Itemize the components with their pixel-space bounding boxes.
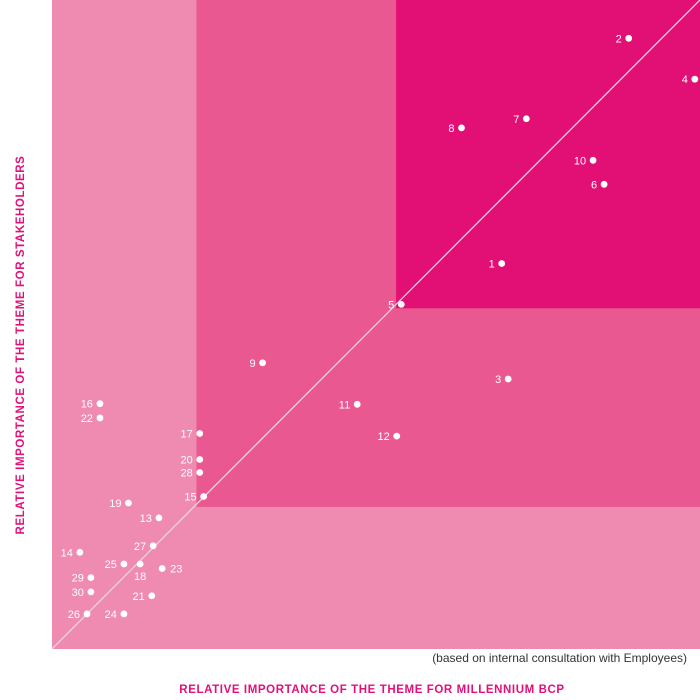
point-3 <box>504 375 512 383</box>
point-27 <box>149 542 157 550</box>
point-label-28: 28 <box>180 467 192 479</box>
point-label-20: 20 <box>180 454 192 466</box>
point-label-3: 3 <box>495 374 501 386</box>
x-axis-title: RELATIVE IMPORTANCE OF THE THEME FOR MIL… <box>179 684 564 696</box>
point-25 <box>120 560 128 568</box>
point-26 <box>83 610 91 618</box>
point-label-14: 14 <box>61 547 73 559</box>
point-label-10: 10 <box>574 155 586 167</box>
point-18 <box>136 560 144 568</box>
point-6 <box>600 180 608 188</box>
point-label-9: 9 <box>249 358 255 370</box>
point-22 <box>96 414 104 422</box>
point-14 <box>76 548 84 556</box>
point-label-23: 23 <box>170 564 182 576</box>
point-16 <box>96 400 104 408</box>
consultation-note: (based on internal consultation with Emp… <box>432 651 687 665</box>
point-7 <box>522 115 530 123</box>
point-label-4: 4 <box>682 74 688 86</box>
point-28 <box>196 469 204 476</box>
point-15 <box>200 493 208 500</box>
point-label-30: 30 <box>72 587 84 599</box>
point-17 <box>196 430 204 437</box>
point-label-7: 7 <box>513 114 519 126</box>
point-label-24: 24 <box>105 609 117 621</box>
point-8 <box>458 124 465 132</box>
point-label-22: 22 <box>81 413 93 425</box>
point-13 <box>155 514 163 522</box>
point-label-2: 2 <box>616 33 622 45</box>
point-30 <box>87 588 95 596</box>
point-9 <box>259 359 266 367</box>
point-label-27: 27 <box>134 541 146 553</box>
point-12 <box>393 432 401 440</box>
point-19 <box>125 499 132 507</box>
point-label-8: 8 <box>448 123 454 135</box>
point-label-25: 25 <box>105 559 117 571</box>
point-24 <box>120 610 128 618</box>
y-axis-title: RELATIVE IMPORTANCE OF THE THEME FOR STA… <box>15 156 27 535</box>
point-label-17: 17 <box>180 429 192 441</box>
point-label-15: 15 <box>184 491 196 503</box>
point-29 <box>87 574 95 582</box>
point-label-18: 18 <box>134 571 146 583</box>
point-label-13: 13 <box>140 513 152 525</box>
point-label-21: 21 <box>133 591 145 603</box>
point-label-5: 5 <box>388 299 394 311</box>
point-label-1: 1 <box>489 258 495 270</box>
point-label-26: 26 <box>68 609 80 621</box>
diagonal-line <box>51 0 700 650</box>
point-5 <box>397 300 405 308</box>
point-11 <box>353 400 361 408</box>
point-21 <box>148 592 156 600</box>
point-1 <box>498 260 506 267</box>
point-label-12: 12 <box>377 431 389 443</box>
point-4 <box>691 75 699 83</box>
point-label-6: 6 <box>591 179 597 191</box>
point-20 <box>196 456 204 463</box>
point-10 <box>589 156 597 164</box>
point-2 <box>625 34 633 42</box>
point-label-16: 16 <box>81 399 93 411</box>
point-label-29: 29 <box>72 573 84 585</box>
point-23 <box>158 565 166 572</box>
point-label-11: 11 <box>339 399 350 411</box>
point-label-19: 19 <box>109 498 121 510</box>
